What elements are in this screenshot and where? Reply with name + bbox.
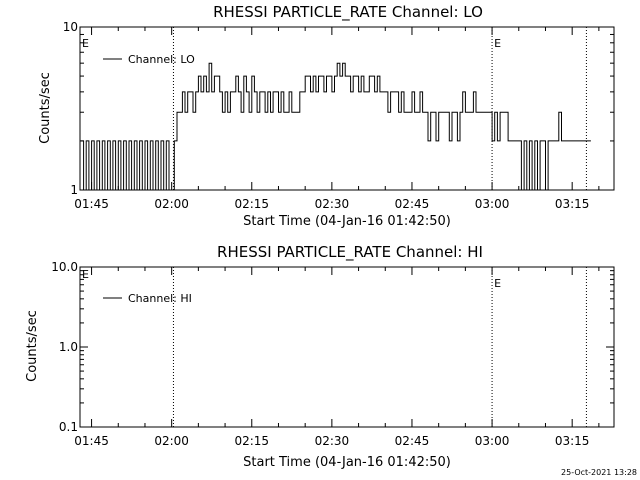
- x-tick-label: 03:00: [475, 197, 510, 211]
- edge-label-lo: E: [82, 37, 89, 50]
- x-tick-label: 03:15: [555, 197, 590, 211]
- time-markers-hi: E: [172, 267, 587, 427]
- time-marker-label: E: [494, 277, 501, 290]
- x-tick-label: 01:45: [74, 197, 109, 211]
- edge-label-hi: E: [82, 268, 89, 281]
- y-tick-label: 1: [70, 183, 78, 197]
- plot-frame-hi: [79, 266, 615, 428]
- x-tick-label: 02:30: [315, 434, 350, 448]
- y-tick-label: 10.0: [51, 260, 78, 274]
- chart-title-lo: RHESSI PARTICLE_RATE Channel: LO: [213, 3, 483, 22]
- x-tick-label: 02:45: [395, 197, 430, 211]
- legend-label-hi: Channel: HI: [128, 292, 192, 305]
- footer-timestamp: 25-Oct-2021 13:28: [561, 468, 637, 477]
- x-tick-label: 02:15: [234, 434, 269, 448]
- chart-title-hi: RHESSI PARTICLE_RATE Channel: HI: [217, 243, 483, 262]
- x-tick-label: 01:45: [74, 434, 109, 448]
- x-tick-label: 02:30: [315, 197, 350, 211]
- x-tick-label: 03:00: [475, 434, 510, 448]
- x-axis-label-lo: Start Time (04-Jan-16 01:42:50): [243, 214, 451, 229]
- y-tick-label: 1.0: [59, 340, 78, 354]
- x-tick-label: 02:00: [154, 197, 189, 211]
- y-axis-ticks-hi: 0.1 1.0 10.0: [51, 260, 614, 434]
- y-tick-label: 10: [63, 20, 78, 34]
- panel-hi: RHESSI PARTICLE_RATE Channel: HI 01:45 02…: [25, 243, 615, 470]
- legend-label-lo: Channel: LO: [128, 53, 195, 66]
- y-tick-label: 0.1: [59, 420, 78, 434]
- x-axis-label-hi: Start Time (04-Jan-16 01:42:50): [243, 455, 451, 470]
- x-axis-ticks-hi: 01:45 02:00 02:15 02:30 02:45 03:00 03:15: [74, 267, 600, 448]
- y-axis-ticks-lo: 1 10: [63, 20, 614, 197]
- time-markers-lo: E: [172, 27, 587, 190]
- panel-lo: RHESSI PARTICLE_RATE Channel: LO 01:45 02…: [38, 3, 615, 229]
- x-tick-label: 03:15: [555, 434, 590, 448]
- plot-frame-lo: [79, 26, 615, 191]
- time-marker-label: E: [494, 37, 501, 50]
- series-line-lo: [80, 62, 591, 191]
- y-axis-label-lo: Counts/sec: [38, 72, 53, 144]
- x-tick-label: 02:45: [395, 434, 430, 448]
- x-axis-ticks-lo: 01:45 02:00 02:15 02:30 02:45 03:00 03:15: [74, 27, 600, 211]
- x-tick-label: 02:15: [234, 197, 269, 211]
- y-axis-label-hi: Counts/sec: [25, 310, 40, 382]
- x-tick-label: 02:00: [154, 434, 189, 448]
